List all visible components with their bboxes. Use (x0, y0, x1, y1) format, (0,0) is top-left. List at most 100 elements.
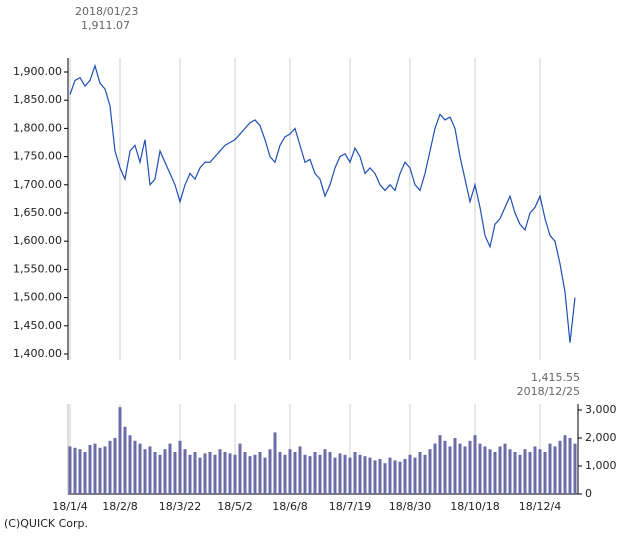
volume-bar (473, 435, 477, 494)
volume-bar (263, 457, 267, 494)
volume-bar (568, 438, 572, 494)
y-tick-label: 2,000 (585, 431, 617, 444)
volume-bar (418, 452, 422, 494)
volume-bar (293, 452, 297, 494)
volume-bar (528, 452, 532, 494)
volume-bar (388, 457, 392, 494)
volume-bar (543, 452, 547, 494)
volume-bar (323, 449, 327, 494)
volume-bar (73, 447, 77, 494)
volume-bar (493, 452, 497, 494)
volume-bar (338, 453, 342, 494)
y-tick-label: 1,450.00 (13, 319, 62, 332)
volume-bar (138, 443, 142, 494)
volume-bar (478, 443, 482, 494)
volume-bar (183, 449, 187, 494)
volume-bar (373, 460, 377, 494)
volume-bar (303, 454, 307, 494)
volume-bar (308, 456, 312, 494)
y-tick-label: 1,500.00 (13, 291, 62, 304)
y-tick-label: 1,900.00 (13, 65, 62, 78)
volume-bar (393, 460, 397, 494)
volume-bar (133, 440, 137, 494)
volume-bar (123, 426, 127, 494)
volume-bar (508, 449, 512, 494)
y-tick-label: 1,850.00 (13, 93, 62, 106)
volume-bar (178, 440, 182, 494)
x-tick-label: 18/12/4 (519, 500, 561, 513)
volume-bar (458, 443, 462, 494)
volume-bar (363, 456, 367, 494)
volume-bar (258, 452, 262, 494)
y-tick-label: 1,750.00 (13, 150, 62, 163)
volume-bar (233, 454, 237, 494)
volume-bar (408, 454, 412, 494)
volume-bar (198, 457, 202, 494)
volume-bar (83, 452, 87, 494)
volume-bar (333, 457, 337, 494)
x-tick-label: 18/2/8 (102, 500, 137, 513)
volume-bar (213, 454, 217, 494)
volume-bar (158, 454, 162, 494)
volume-bar (318, 454, 322, 494)
volume-bar (453, 438, 457, 494)
volume-bar (403, 459, 407, 494)
volume-bar (88, 445, 92, 494)
x-tick-label: 18/8/30 (389, 500, 431, 513)
volume-bar (283, 454, 287, 494)
volume-bar (68, 446, 72, 494)
volume-bar (538, 449, 542, 494)
volume-bar (438, 435, 442, 494)
volume-bar (348, 457, 352, 494)
y-tick-label: 0 (585, 487, 592, 500)
y-tick-label: 3,000 (585, 403, 617, 416)
volume-bar (268, 449, 272, 494)
x-tick-label: 18/5/2 (217, 500, 252, 513)
footer: (C)QUICK Corp. (4, 517, 88, 530)
volume-bar (188, 454, 192, 494)
volume-bar (358, 454, 362, 494)
volume-bar (553, 446, 557, 494)
volume-bar (378, 459, 382, 494)
volume-bar (413, 457, 417, 494)
volume-bar (93, 443, 97, 494)
x-tick-label: 18/10/18 (450, 500, 499, 513)
y-tick-label: 1,550.00 (13, 262, 62, 275)
volume-bar (298, 446, 302, 494)
volume-bar (203, 453, 207, 494)
volume-bar (483, 446, 487, 494)
volume-bar (448, 446, 452, 494)
y-tick-label: 1,700.00 (13, 178, 62, 191)
volume-bar (428, 449, 432, 494)
volume-bar (313, 452, 317, 494)
volume-bar (103, 446, 107, 494)
volume-bar (153, 452, 157, 494)
volume-bar (238, 443, 242, 494)
volume-bar (548, 443, 552, 494)
volume-bar (108, 440, 112, 494)
volume-bar (563, 435, 567, 494)
x-tick-label: 18/7/19 (329, 500, 371, 513)
volume-bar (223, 452, 227, 494)
volume-bar (98, 447, 102, 494)
volume-bar (208, 452, 212, 494)
volume-bar (503, 443, 507, 494)
volume-bar (168, 443, 172, 494)
volume-bar (533, 446, 537, 494)
volume-bar (253, 454, 257, 494)
volume-bar (78, 449, 82, 494)
y-tick-label: 1,600.00 (13, 234, 62, 247)
volume-bar (523, 449, 527, 494)
volume-bar (443, 440, 447, 494)
volume-bar (118, 407, 122, 494)
annotation: 2018/12/25 (517, 385, 580, 398)
volume-bar (433, 443, 437, 494)
volume-bar (193, 452, 197, 494)
volume-bar (278, 452, 282, 494)
volume-bar (173, 452, 177, 494)
volume-bar (573, 443, 577, 494)
x-tick-label: 18/6/8 (272, 500, 307, 513)
volume-bar (148, 446, 152, 494)
y-tick-label: 1,650.00 (13, 206, 62, 219)
